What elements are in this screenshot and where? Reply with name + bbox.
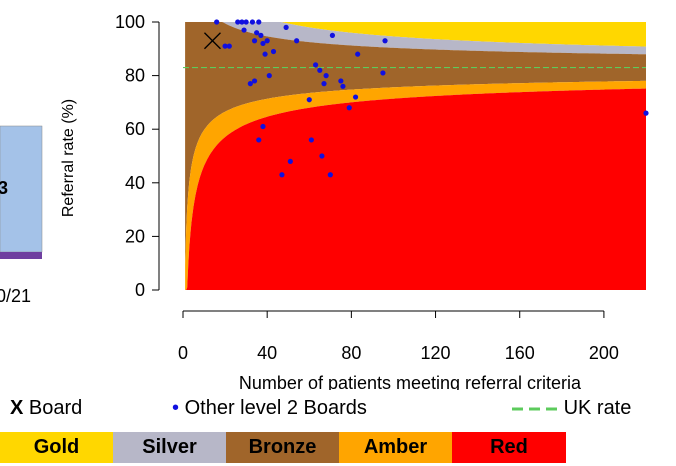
- x-axis-ticks: 0 40 80 120 160 200: [178, 311, 619, 363]
- board-point: [287, 158, 293, 164]
- board-point: [251, 38, 258, 44]
- band-label-bronze: Bronze: [226, 432, 339, 463]
- legend-other-boards: • Other level 2 Boards: [172, 394, 367, 422]
- board-point: [346, 105, 352, 111]
- board-point: [254, 30, 260, 36]
- board-point: [329, 32, 336, 39]
- board-point: [317, 67, 323, 73]
- clipped-bar-base: [0, 252, 42, 259]
- board-point: [323, 73, 329, 79]
- board-point: [382, 38, 388, 44]
- legend-uk-label: UK rate: [563, 397, 632, 419]
- x-axis-label: Number of patients meeting referral crit…: [239, 373, 582, 390]
- legend-board-marker: X: [10, 397, 24, 419]
- y-tick-label: 80: [125, 66, 145, 86]
- board-marker: [204, 32, 221, 50]
- other-boards-points: [214, 19, 649, 178]
- clipped-left-panel: 3 0/21: [0, 125, 43, 306]
- y-tick-label: 40: [125, 173, 145, 193]
- board-x-stroke: [204, 32, 221, 50]
- y-tick-label: 0: [135, 280, 145, 300]
- band-gold: [185, 22, 646, 47]
- board-point: [338, 78, 344, 84]
- plot-area: [183, 19, 649, 291]
- legend-others-label: Other level 2 Boards: [184, 397, 367, 419]
- band-label-silver: Silver: [113, 432, 226, 463]
- board-point: [321, 81, 327, 87]
- band-bronze: [185, 22, 646, 265]
- board-point: [262, 51, 268, 57]
- board-point: [222, 43, 228, 49]
- y-axis-ticks: 0 20 40 60 80 100: [115, 12, 159, 300]
- y-tick-label: 60: [125, 119, 145, 139]
- board-point: [256, 137, 262, 143]
- board-point: [260, 123, 266, 130]
- board-point: [319, 153, 325, 159]
- x-tick-label: 0: [178, 343, 188, 363]
- x-tick-label: 40: [257, 343, 277, 363]
- y-tick-label: 100: [115, 12, 145, 32]
- legend-board-label: Board: [28, 397, 83, 419]
- board-point: [249, 19, 256, 25]
- band-silver: [185, 22, 646, 55]
- board-point: [306, 97, 312, 103]
- board-point: [241, 27, 247, 33]
- legend: X Board • Other level 2 Boards UK rate: [0, 394, 676, 422]
- board-point: [340, 83, 346, 89]
- board-point: [327, 172, 333, 178]
- band-label-amber: Amber: [339, 432, 452, 463]
- band-red: [185, 88, 646, 290]
- y-tick-label: 20: [125, 226, 145, 246]
- x-tick-label: 160: [505, 343, 535, 363]
- legend-board: X Board: [10, 394, 82, 422]
- board-point: [235, 19, 241, 25]
- axes: 0 20 40 60 80 100 0 40 80 120 160 200: [115, 12, 619, 363]
- board-point: [355, 51, 361, 57]
- y-axis-label: Referral rate (%): [60, 99, 77, 217]
- board-point: [264, 38, 270, 44]
- board-point: [239, 19, 245, 25]
- board-point: [247, 81, 253, 87]
- board-point: [260, 40, 266, 47]
- band-legend: Gold Silver Bronze Amber Red: [0, 432, 566, 463]
- board-point: [266, 73, 272, 79]
- x-tick-label: 80: [341, 343, 361, 363]
- board-point: [258, 32, 264, 39]
- board-point: [251, 78, 258, 84]
- band-label-gold: Gold: [0, 432, 113, 463]
- board-point: [312, 62, 319, 68]
- board-point: [352, 94, 359, 100]
- board-point: [380, 70, 386, 76]
- board-point: [270, 48, 277, 55]
- x-tick-label: 120: [421, 343, 451, 363]
- legend-uk-line-icon: [512, 407, 558, 411]
- legend-others-marker: •: [172, 397, 180, 419]
- board-point: [308, 137, 314, 143]
- band-label-red: Red: [452, 432, 566, 463]
- board-point: [256, 19, 262, 25]
- board-point: [226, 43, 232, 49]
- board-point: [214, 19, 220, 25]
- board-point: [294, 38, 300, 44]
- board-point: [243, 19, 249, 25]
- legend-uk-rate: UK rate: [512, 394, 631, 422]
- clipped-bar: [0, 125, 43, 253]
- clipped-axis-text: 0/21: [0, 286, 31, 306]
- board-point: [279, 172, 285, 178]
- board-point: [283, 24, 289, 30]
- board-point: [643, 110, 649, 116]
- x-tick-label: 200: [589, 343, 619, 363]
- chart-canvas: 3 0/21 0 20 40 60 80 100 0 40 80 120 160 200 Refer…: [0, 12, 649, 390]
- clipped-bar-text: 3: [0, 178, 8, 198]
